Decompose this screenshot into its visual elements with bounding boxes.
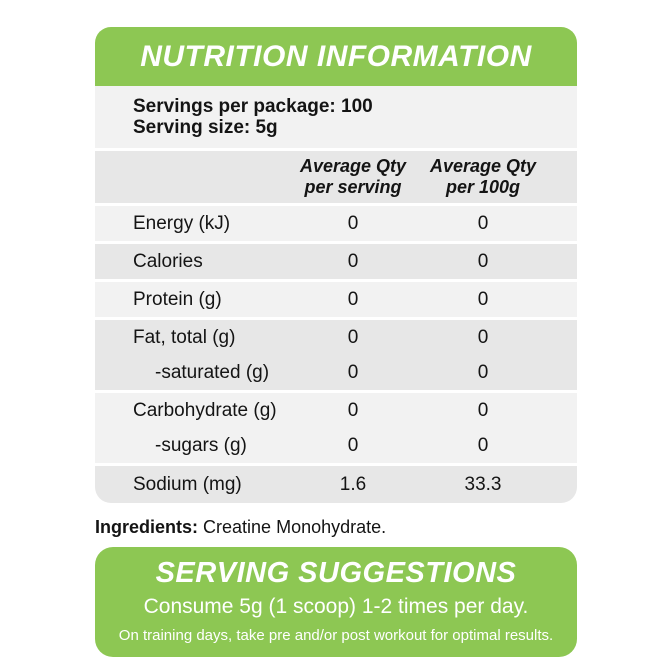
row-label-subitem: -saturated (g) [155,361,270,383]
table-row: Carbohydrate (g) 0 0 [95,393,577,428]
table-band-energy: Energy (kJ) 0 0 [95,206,577,241]
row-value-per-100g: 0 [477,212,489,234]
table-row: Energy (kJ) 0 0 [95,206,577,241]
row-value-per-serving: 0 [347,250,359,272]
row-value-per-serving: 0 [347,326,359,348]
row-value-per-100g: 33.3 [464,473,502,495]
serving-suggestions-dosage: Consume 5g (1 scoop) 1-2 times per day. [143,595,529,618]
ingredients-value: Creatine Monohydrate. [203,517,387,537]
row-value-per-serving: 0 [347,288,359,310]
table-band-carbohydrate: Carbohydrate (g) 0 0 -sugars (g) 0 0 [95,393,577,463]
page-title: NUTRITION INFORMATION [140,39,532,73]
ingredients-line: Ingredients: Creatine Monohydrate. [95,516,577,538]
serving-size: Serving size: 5g [133,117,278,138]
ingredients-label: Ingredients: [95,517,199,537]
row-label: Energy (kJ) [133,212,231,234]
row-label: Sodium (mg) [133,473,242,495]
row-value-per-100g: 0 [477,326,489,348]
table-row: -sugars (g) 0 0 [95,428,577,463]
column-header-per-100g: Average Qty per 100g [429,156,537,197]
table-header-row: Average Qty per serving Average Qty per … [95,151,577,203]
nutrition-panel: NUTRITION INFORMATION Servings per packa… [95,27,577,503]
row-value-per-serving: 1.6 [339,473,367,495]
row-value-per-serving: 0 [347,361,359,383]
nutrition-header: NUTRITION INFORMATION [95,27,577,86]
table-row: -saturated (g) 0 0 [95,355,577,390]
table-row: Protein (g) 0 0 [95,282,577,317]
row-label: Protein (g) [133,288,222,310]
table-band-sodium: Sodium (mg) 1.6 33.3 [95,466,577,503]
row-value-per-serving: 0 [347,212,359,234]
row-value-per-serving: 0 [347,399,359,421]
row-label-subitem: -sugars (g) [155,434,247,456]
nutrition-label-page: NUTRITION INFORMATION Servings per packa… [95,27,577,657]
serving-suggestions-title: SERVING SUGGESTIONS [155,557,517,589]
row-label: Carbohydrate (g) [133,399,277,421]
row-value-per-100g: 0 [477,399,489,421]
row-value-per-100g: 0 [477,288,489,310]
table-row: Calories 0 0 [95,244,577,279]
row-value-per-100g: 0 [477,361,489,383]
row-label: Calories [133,250,203,272]
row-value-per-100g: 0 [477,434,489,456]
table-band-fat: Fat, total (g) 0 0 -saturated (g) 0 0 [95,320,577,390]
row-value-per-100g: 0 [477,250,489,272]
table-band-protein: Protein (g) 0 0 [95,282,577,317]
servings-per-package: Servings per package: 100 [133,96,373,117]
serving-info: Servings per package: 100 Serving size: … [95,86,577,148]
table-row: Fat, total (g) 0 0 [95,320,577,355]
serving-suggestions-panel: SERVING SUGGESTIONS Consume 5g (1 scoop)… [95,547,577,657]
table-band-calories: Calories 0 0 [95,244,577,279]
table-row: Sodium (mg) 1.6 33.3 [95,466,577,503]
row-label: Fat, total (g) [133,326,236,348]
serving-suggestions-note: On training days, take pre and/or post w… [118,627,554,644]
row-value-per-serving: 0 [347,434,359,456]
column-header-per-serving: Average Qty per serving [299,156,407,197]
